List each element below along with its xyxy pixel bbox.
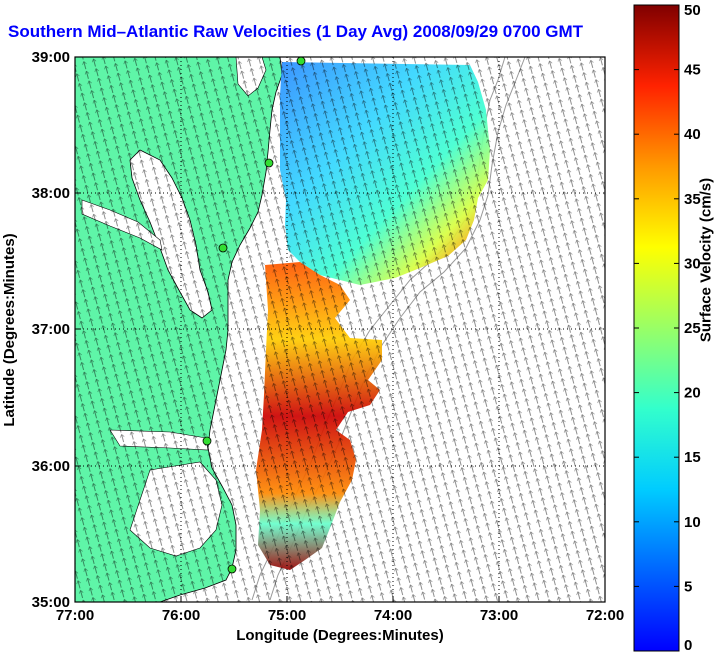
colorbar-tick-label: 0 [684,637,692,654]
colorbar-tick-label: 5 [684,578,692,595]
radar-stations [202,56,306,574]
axis-ticks [74,56,606,603]
grid-lines [75,57,605,602]
y-tick-label: 37:00 [32,321,70,338]
colorbar-label: Surface Velocity (cm/s) [697,177,715,343]
x-axis-label: Longitude (Degrees:Minutes) [236,627,444,644]
colorbar-tick-label: 45 [684,62,701,79]
x-tick-label: 75:00 [268,607,306,624]
x-tick-label: 76:00 [162,607,200,624]
radar-station [296,56,306,66]
colorbar-tick-label: 30 [684,255,701,272]
y-tick-label: 36:00 [32,458,70,475]
colorbar-tick-label: 50 [684,2,701,19]
x-tick-label: 77:00 [56,607,94,624]
radar-station [202,436,212,446]
y-tick-label: 39:00 [32,49,70,66]
colorbar-tick-label: 15 [684,449,701,466]
colorbar-tick-label: 10 [684,514,701,531]
colorbar [633,4,680,652]
y-tick-label: 35:00 [32,594,70,611]
radar-station [218,243,228,253]
x-tick-label: 73:00 [480,607,518,624]
y-tick-label: 38:00 [32,185,70,202]
x-tick-label: 72:00 [586,607,624,624]
colorbar-tick-label: 35 [684,191,701,208]
map-title: Southern Mid–Atlantic Raw Velocities (1 … [8,22,584,41]
radar-station [227,564,237,574]
x-tick-label: 74:00 [374,607,412,624]
y-axis-label: Latitude (Degrees:Minutes) [1,233,18,426]
colorbar-tick-label: 25 [684,320,701,337]
radar-station [264,158,274,168]
colorbar-tick-label: 40 [684,126,701,143]
colorbar-tick-label: 20 [684,385,701,402]
